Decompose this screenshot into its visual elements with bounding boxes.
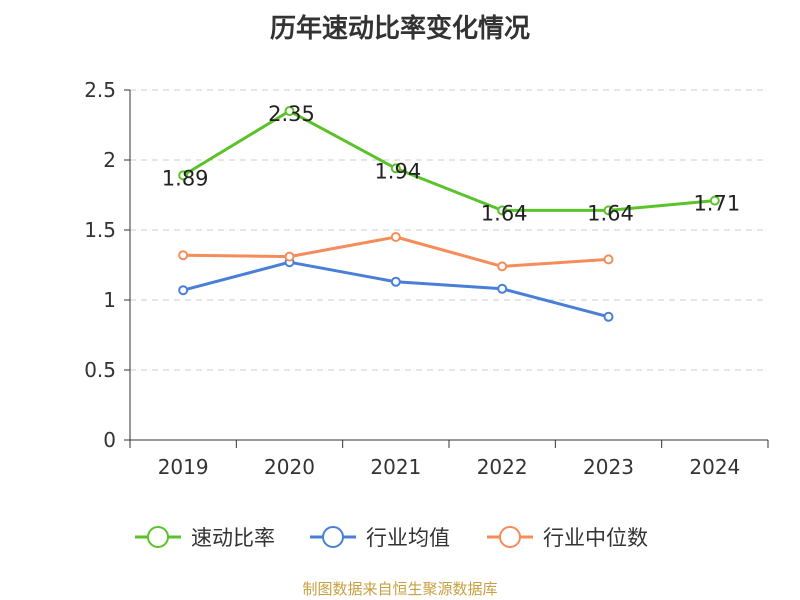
data-point-0 [390, 163, 401, 174]
data-label: 1.89 [162, 166, 209, 190]
legend-label: 行业均值 [366, 526, 450, 550]
y-tick-label: 2.5 [84, 78, 116, 102]
data-point-2 [390, 232, 401, 242]
data-point-0 [284, 106, 295, 116]
data-label: 1.64 [587, 201, 634, 225]
data-label: 1.71 [693, 192, 740, 216]
x-tick-label: 2024 [689, 455, 740, 479]
legend-swatch-marker [322, 526, 344, 548]
data-label: 1.64 [481, 201, 528, 225]
y-tick-label: 0 [103, 428, 116, 452]
legend-label: 行业中位数 [543, 526, 648, 550]
data-point-1 [497, 283, 508, 294]
data-label: 2.35 [268, 102, 315, 126]
data-label: 1.94 [374, 159, 421, 183]
data-point-0 [497, 205, 508, 216]
x-tick-label: 2023 [583, 455, 634, 479]
data-point-2 [284, 251, 295, 262]
chart-title: 历年速动比率变化情况 [269, 14, 530, 44]
x-tick-label: 2020 [264, 455, 315, 479]
series-line-0 [182, 109, 715, 212]
source-note: 制图数据来自恒生聚源数据库 [302, 580, 498, 598]
data-point-1 [603, 311, 614, 322]
series-line-1 [182, 260, 609, 319]
y-tick-label: 0.5 [84, 358, 116, 382]
data-point-2 [178, 250, 189, 261]
legend-label: 速动比率 [191, 526, 275, 550]
x-tick-label: 2022 [477, 455, 528, 479]
data-point-1 [178, 285, 189, 296]
data-point-0 [709, 195, 720, 206]
y-tick-label: 1.5 [84, 218, 116, 242]
data-point-0 [178, 170, 189, 181]
legend-swatch-marker [499, 526, 521, 548]
legend-swatch-marker [147, 526, 169, 548]
data-point-2 [603, 254, 614, 265]
x-tick-label: 2021 [370, 455, 421, 479]
x-tick-label: 2019 [158, 455, 209, 479]
data-point-1 [390, 276, 401, 287]
y-tick-label: 2 [103, 148, 116, 172]
data-point-2 [497, 261, 508, 272]
data-point-0 [603, 205, 614, 216]
y-tick-label: 1 [103, 288, 116, 312]
